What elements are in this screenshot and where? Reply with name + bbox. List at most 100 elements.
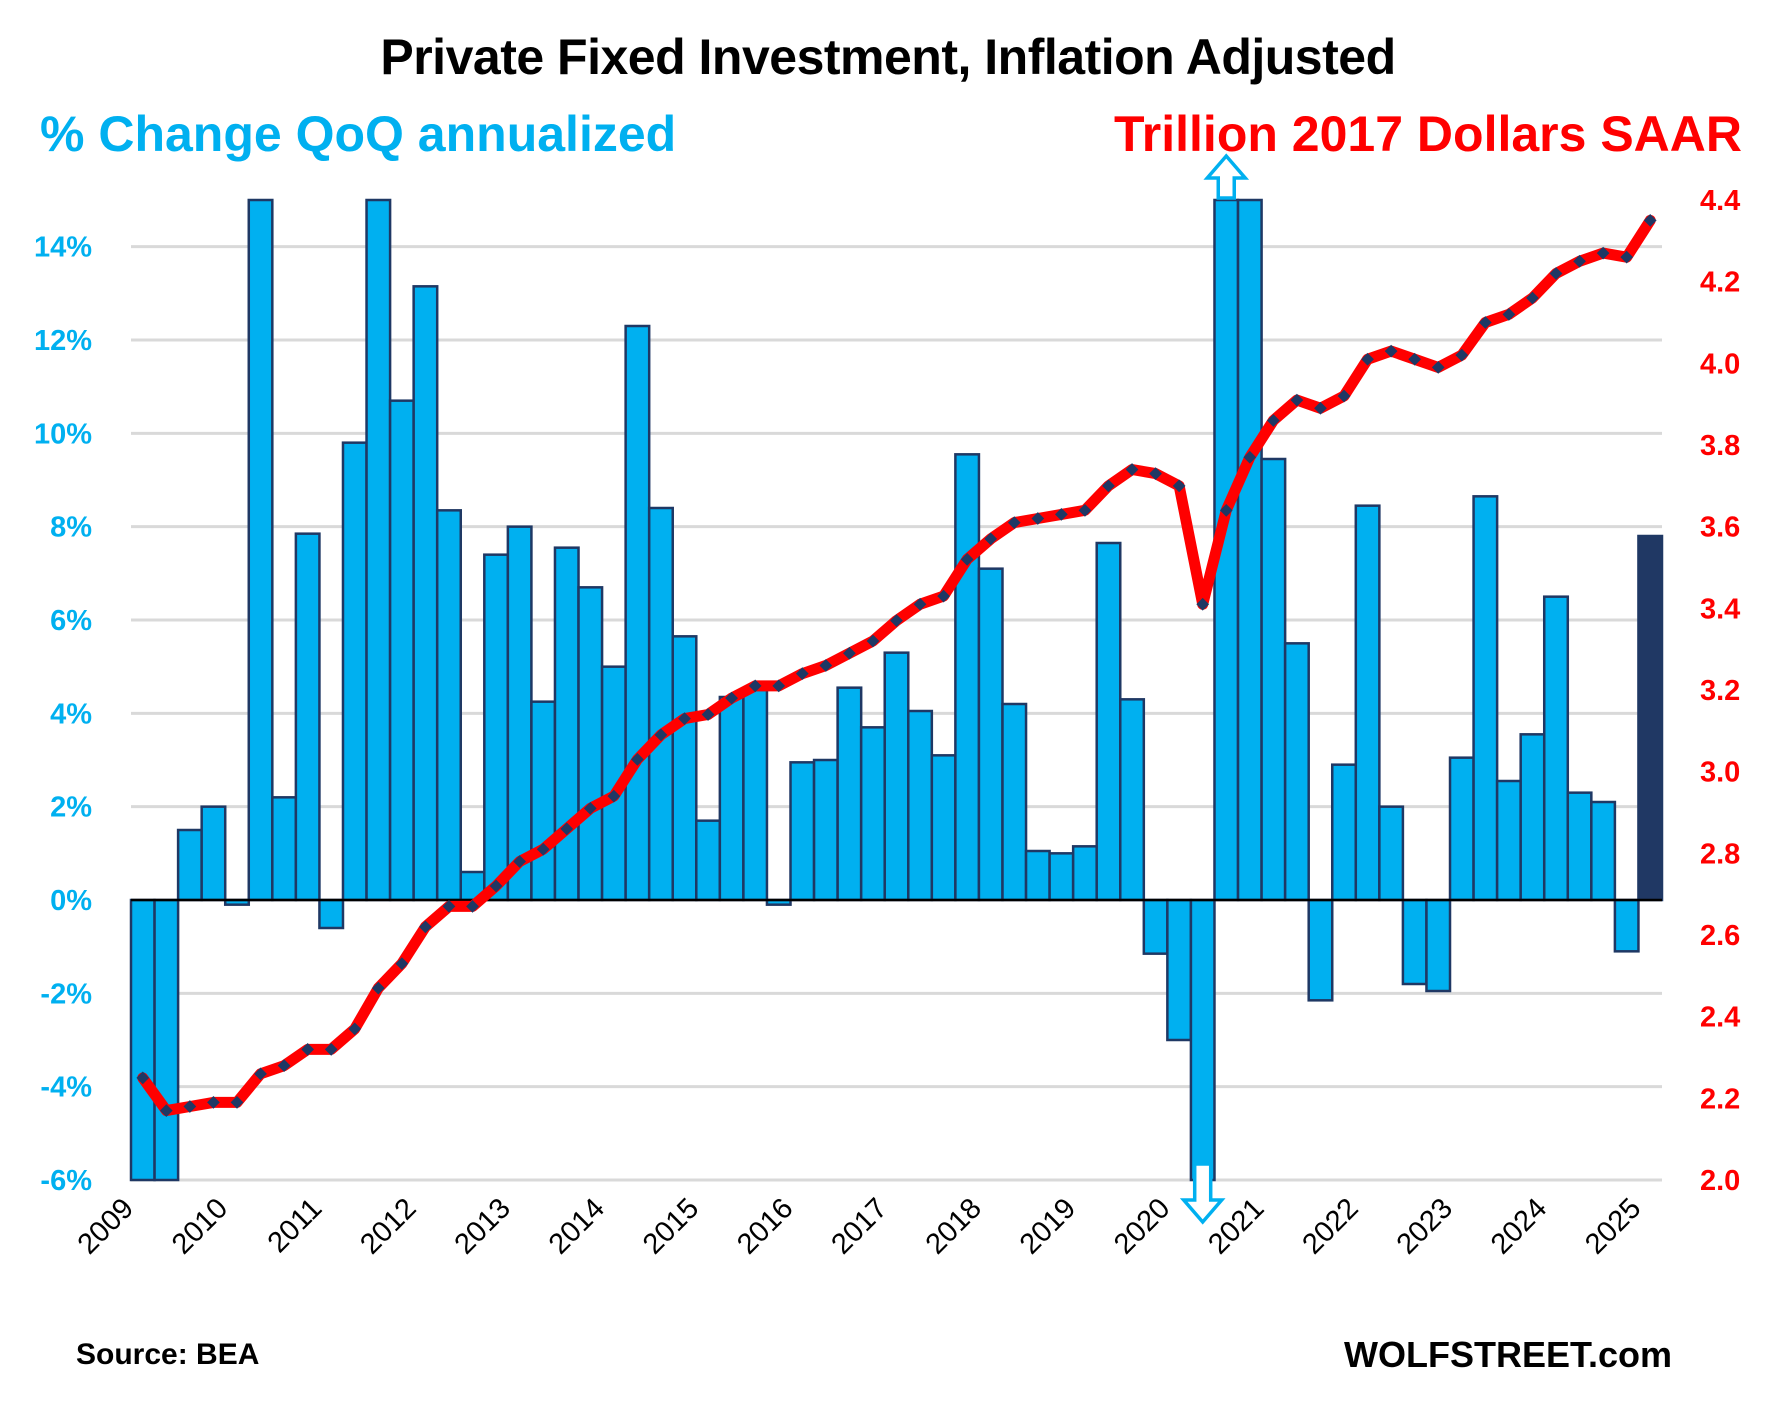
bar [341,441,368,902]
bar [506,525,533,902]
bar [1401,898,1428,986]
x-tick-label: 2016 [731,1192,799,1260]
bar [647,506,674,902]
right-tick-label: 2.2 [1700,1083,1740,1115]
bar [553,546,580,902]
bar [1354,504,1381,902]
bar [577,586,604,902]
bar [907,709,934,902]
bar [1283,642,1310,902]
right-tick-label: 3.2 [1700,675,1740,707]
chart-title: Private Fixed Investment, Inflation Adju… [380,29,1396,85]
right-tick-label: 2.6 [1700,920,1740,952]
bar [318,898,345,930]
bar [1095,541,1122,902]
x-tick-label: 2009 [72,1192,140,1260]
bar [412,285,439,902]
right-tick-label: 3.0 [1700,757,1740,789]
bar [812,758,839,902]
bar [1613,898,1640,953]
right-tick-label: 3.4 [1700,593,1740,625]
left-tick-label: 0% [50,885,92,917]
bar [1236,198,1263,902]
bar [1024,849,1051,902]
bar [247,198,274,902]
bar [836,686,863,902]
bar [1189,898,1216,1182]
bar [271,796,298,902]
right-tick-label: 4.2 [1700,267,1740,299]
right-axis-label: Trillion 2017 Dollars SAAR [1114,106,1742,162]
bar [1448,756,1475,902]
x-axis-ticks: 2009 2010 2011 2012 2013 2014 2015 2016 2017 2018… [72,1192,1648,1260]
source-note: Source: BEA [76,1338,260,1371]
bar [153,898,180,1182]
line-series [136,214,1657,1117]
x-tick-label: 2025 [1579,1192,1647,1260]
bar [624,324,651,902]
left-tick-label: -2% [40,978,92,1010]
bar [1142,898,1169,955]
bar [1378,805,1405,902]
bar [930,754,957,902]
right-tick-label: 4.4 [1700,185,1740,217]
bar [365,198,392,902]
bar [1071,845,1098,902]
bar [388,399,415,902]
bar [954,453,981,902]
bar [483,553,510,902]
brand-watermark: WOLFSTREET.com [1343,1334,1672,1375]
bar [530,700,557,902]
bar [789,761,816,902]
bar [1590,800,1617,902]
bar-series [129,198,1664,1182]
bar [718,695,745,902]
bar [742,688,769,902]
bar [671,635,698,902]
bar [176,828,203,902]
x-tick-label: 2024 [1485,1192,1553,1260]
left-axis-ticks: -6% -4% -2% 0% 2% 4% 6% 8% 10% 12% 14% [34,232,92,1197]
bar [200,805,227,902]
left-tick-label: 10% [34,418,92,450]
left-tick-label: 2% [50,792,92,824]
bar [1495,779,1522,902]
x-tick-label: 2019 [1014,1192,1082,1260]
bar [1519,733,1546,902]
bar [1472,495,1499,902]
bar [1260,457,1287,902]
right-tick-label: 3.8 [1700,430,1740,462]
bar [859,726,886,902]
left-tick-label: 8% [50,512,92,544]
x-tick-label: 2015 [637,1192,705,1260]
x-tick-label: 2012 [354,1192,422,1260]
overflow-arrows [1179,153,1250,1225]
x-tick-label: 2010 [166,1192,234,1260]
right-tick-label: 3.6 [1700,512,1740,544]
right-tick-label: 4.0 [1700,348,1740,380]
bar [1637,534,1664,902]
bar [129,898,156,1182]
x-tick-label: 2020 [1108,1192,1176,1260]
bar [294,532,321,902]
bar [1166,898,1193,1042]
right-axis-ticks: 2.0 2.2 2.4 2.6 2.8 3.0 3.2 3.4 3.6 3.8 4.0 4.2 4.4 [1700,185,1740,1197]
up-arrow-icon [1203,153,1250,200]
bar [1542,595,1570,902]
left-tick-label: -6% [40,1165,92,1197]
left-tick-label: 4% [50,698,92,730]
bar [1001,702,1028,902]
right-tick-label: 2.4 [1700,1002,1740,1034]
left-tick-label: 14% [34,232,92,264]
left-tick-label: 6% [50,605,92,637]
bar [695,819,722,902]
bar [1048,852,1075,902]
x-tick-label: 2018 [920,1192,988,1260]
left-axis-label: % Change QoQ annualized [40,106,677,162]
x-tick-label: 2022 [1297,1192,1365,1260]
bar [1566,791,1593,902]
bar [1119,698,1146,902]
left-tick-label: 12% [34,325,92,357]
right-tick-label: 2.0 [1700,1165,1740,1197]
